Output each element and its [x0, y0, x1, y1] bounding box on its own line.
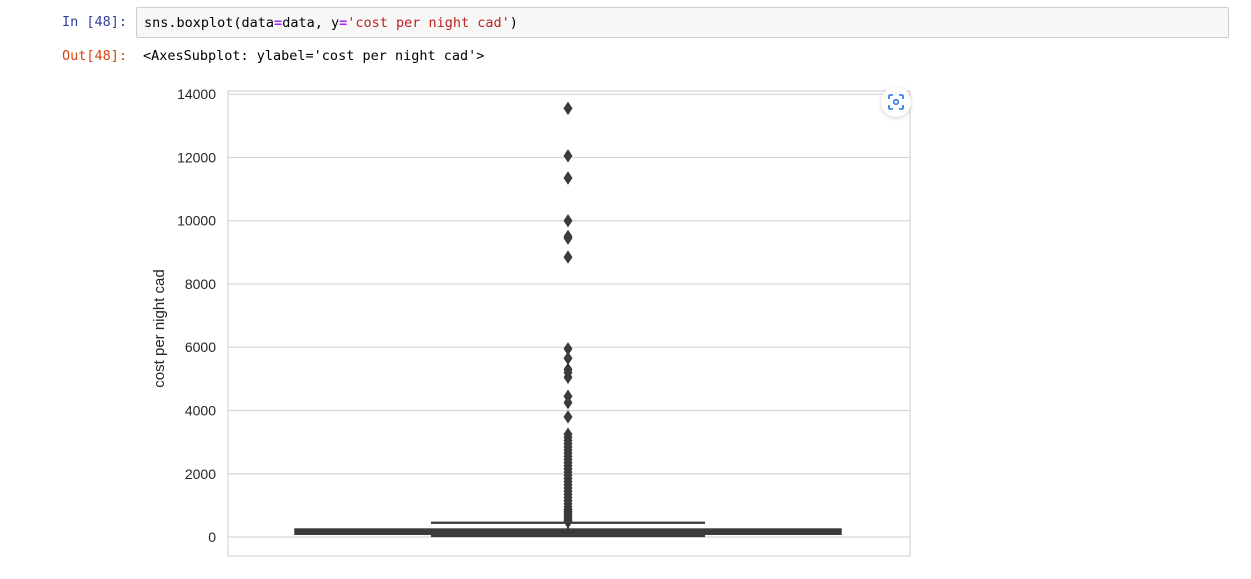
code-line: sns.boxplot(data=data, y='cost per night… — [144, 15, 518, 31]
outlier-point — [563, 231, 573, 245]
expand-image-icon — [888, 94, 904, 110]
outlier-point — [563, 370, 573, 384]
outlier-point — [563, 149, 573, 163]
outlier-point — [563, 171, 573, 185]
y-tick-label: 4000 — [185, 402, 216, 418]
outlier-point — [563, 250, 573, 264]
code-string: 'cost per night cad' — [347, 15, 510, 31]
output-prompt: Out[48]: — [62, 48, 128, 64]
y-tick-label: 10000 — [177, 213, 216, 229]
outlier-point — [563, 410, 573, 424]
code-operator: = — [274, 15, 283, 31]
outlier-point — [563, 395, 573, 410]
y-tick-label: 8000 — [185, 276, 216, 292]
output-repr: <AxesSubplot: ylabel='cost per night cad… — [143, 48, 485, 64]
boxplot-chart: 0 2000 4000 6000 8000 10000 12000 14000 cost per… — [151, 86, 911, 557]
code-operator: = — [339, 15, 348, 31]
y-tick-label: 0 — [208, 529, 216, 545]
outlier-point — [563, 213, 573, 228]
input-prompt: In [48]: — [62, 14, 128, 30]
y-tick-label: 6000 — [185, 339, 216, 355]
y-axis-label: cost per night cad — [151, 269, 168, 387]
code-token: sns.boxplot(data — [144, 15, 275, 31]
code-cell[interactable]: sns.boxplot(data=data, y='cost per night… — [136, 7, 1229, 38]
outlier-point — [563, 101, 573, 116]
y-tick-label: 2000 — [185, 466, 216, 482]
expand-image-button[interactable] — [881, 87, 911, 117]
y-tick-label: 12000 — [177, 149, 216, 165]
code-token: data, y — [282, 15, 340, 31]
y-tick-label: 14000 — [177, 86, 216, 102]
code-token: ) — [509, 15, 518, 31]
outlier-point — [563, 515, 573, 529]
